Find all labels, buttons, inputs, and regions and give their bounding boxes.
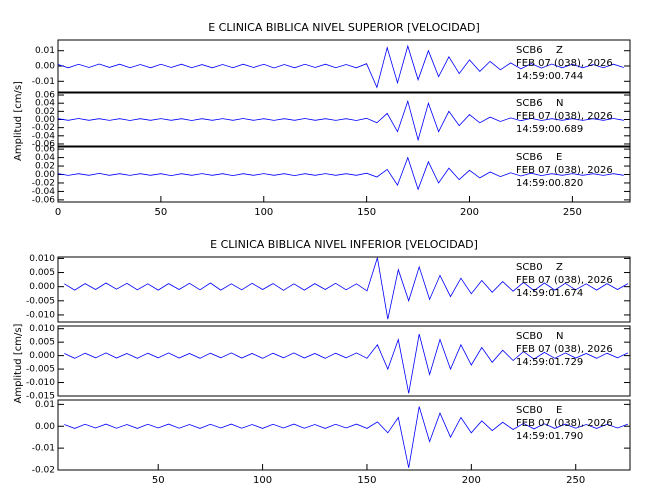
y-tick-label: -0.005: [26, 296, 55, 306]
time-label: 14:59:01.790: [516, 431, 583, 442]
x-tick-label: 150: [357, 207, 376, 218]
y-tick-label: -0.005: [26, 365, 55, 375]
y-tick-label: 0.04: [35, 153, 55, 163]
component-label: Z: [556, 45, 563, 56]
date-label: FEB 07 (038), 2026: [516, 111, 613, 122]
y-tick-label: 0.01: [35, 46, 55, 56]
date-label: FEB 07 (038), 2026: [516, 418, 613, 429]
x-tick-label: 200: [460, 207, 479, 218]
x-tick-label: 50: [152, 475, 165, 486]
y-tick-label: -0.02: [32, 178, 55, 188]
y-tick-label: -0.02: [32, 466, 55, 476]
y-tick-label: 0.005: [29, 268, 55, 278]
y-tick-label: 0.010: [29, 324, 55, 334]
time-label: 14:59:00.689: [516, 124, 583, 135]
panel-frame: [57, 256, 631, 323]
panel-frame: [57, 325, 631, 397]
waveform: [64, 257, 629, 320]
chart-title: E CLINICA BIBLICA NIVEL INFERIOR [VELOCI…: [210, 238, 478, 251]
x-tick-label: 250: [563, 207, 582, 218]
y-axis-label: Amplitud [cm/s]: [13, 81, 24, 161]
date-label: FEB 07 (038), 2026: [516, 58, 613, 69]
chart-title: E CLINICA BIBLICA NIVEL SUPERIOR [VELOCI…: [208, 21, 480, 34]
station-label: SCB6: [516, 98, 543, 109]
x-tick-label: 250: [566, 475, 585, 486]
y-tick-label: 0.000: [29, 351, 55, 361]
panel-frame: [57, 399, 631, 471]
time-label: 14:59:01.729: [516, 357, 583, 368]
y-tick-label: 0.00: [35, 170, 55, 180]
y-tick-label: -0.010: [26, 310, 55, 320]
y-tick-label: -0.010: [26, 378, 55, 388]
y-tick-label: 0.010: [29, 254, 55, 264]
waveform: [57, 44, 624, 89]
y-tick-label: 0.000: [29, 282, 55, 292]
x-tick-label: 0: [55, 207, 61, 218]
y-tick-label: 0.06: [35, 91, 55, 101]
y-tick-label: 0.005: [29, 338, 55, 348]
y-tick-label: 0.02: [35, 107, 55, 117]
x-tick-label: 50: [155, 207, 168, 218]
y-tick-label: 0.00: [35, 115, 55, 125]
date-label: FEB 07 (038), 2026: [516, 344, 613, 355]
x-tick-label: 150: [357, 475, 376, 486]
y-tick-label: -0.06: [32, 195, 56, 205]
waveform: [57, 156, 624, 191]
component-label: N: [556, 98, 563, 109]
date-label: FEB 07 (038), 2026: [516, 275, 613, 286]
station-label: SCB0: [516, 331, 543, 342]
x-tick-label: 200: [462, 475, 481, 486]
y-tick-label: 0.06: [35, 145, 55, 155]
y-tick-label: 0.00: [35, 422, 55, 432]
x-tick-label: 100: [254, 207, 273, 218]
station-label: SCB0: [516, 405, 543, 416]
y-tick-label: 0.04: [35, 99, 55, 109]
y-tick-label: 0.02: [35, 162, 55, 172]
y-tick-label: -0.04: [32, 187, 56, 197]
station-label: SCB0: [516, 262, 543, 273]
time-label: 14:59:00.820: [516, 178, 583, 189]
y-tick-label: -0.01: [32, 77, 55, 87]
y-tick-label: -0.06: [32, 139, 56, 149]
y-tick-label: -0.01: [32, 444, 55, 454]
time-label: 14:59:01.674: [516, 288, 583, 299]
component-label: E: [556, 405, 562, 416]
waveform: [57, 99, 624, 142]
y-tick-label: -0.02: [32, 123, 55, 133]
station-label: SCB6: [516, 45, 543, 56]
station-label: SCB6: [516, 152, 543, 163]
date-label: FEB 07 (038), 2026: [516, 165, 613, 176]
y-axis-label: Amplitud [cm/s]: [13, 323, 24, 403]
y-tick-label: -0.04: [32, 131, 56, 141]
component-label: N: [556, 331, 563, 342]
time-label: 14:59:00.744: [516, 71, 583, 82]
waveform: [64, 334, 629, 394]
y-tick-label: 0.01: [35, 400, 55, 410]
component-label: Z: [556, 262, 563, 273]
x-tick-label: 100: [253, 475, 272, 486]
y-tick-label: 0.00: [35, 62, 55, 72]
component-label: E: [556, 152, 562, 163]
waveform: [64, 406, 629, 468]
y-tick-label: -0.015: [26, 392, 55, 402]
